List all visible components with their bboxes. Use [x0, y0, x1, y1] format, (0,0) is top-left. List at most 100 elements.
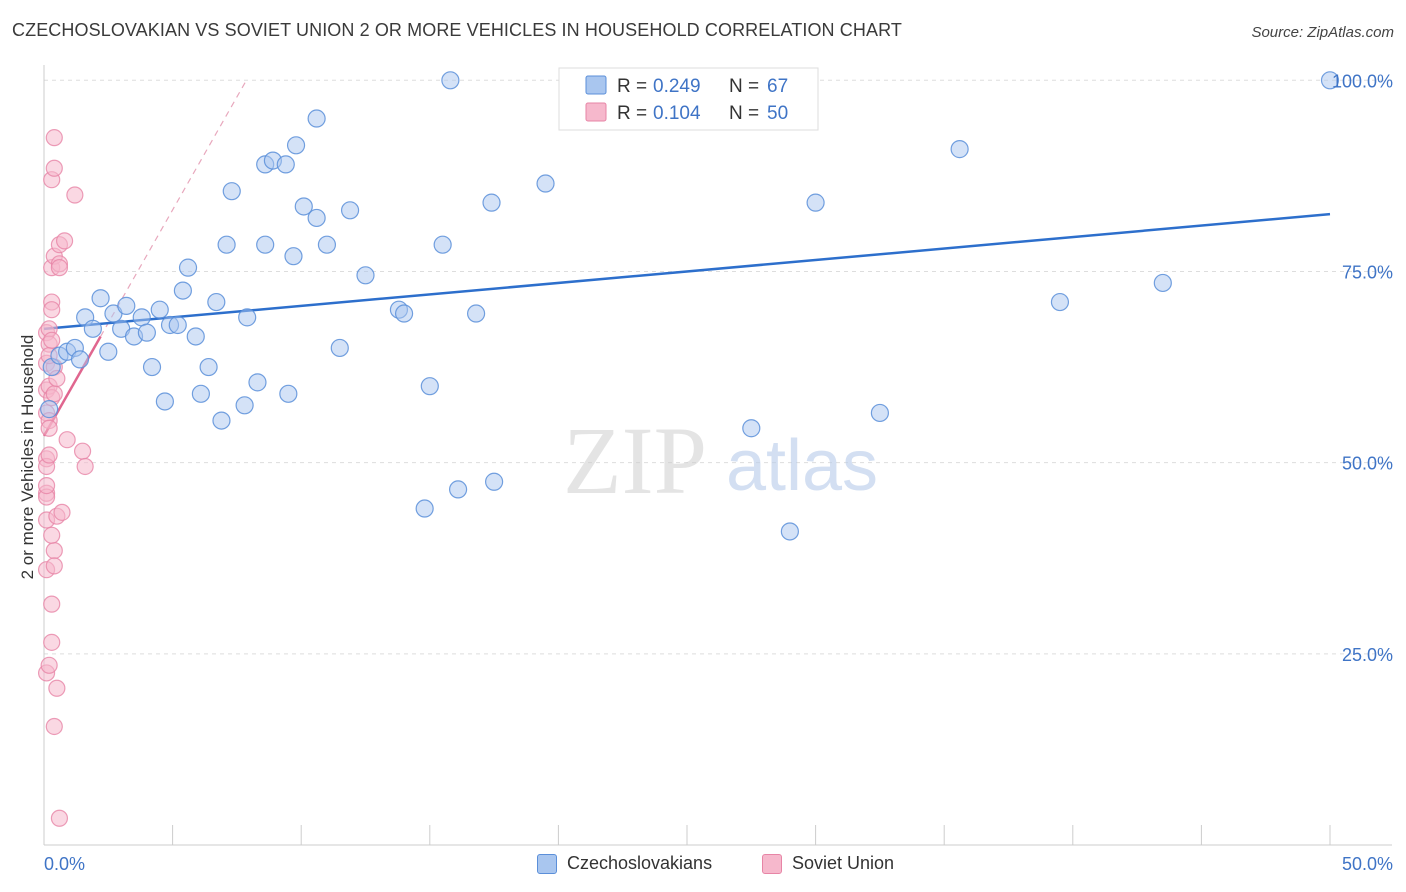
data-point-czechoslovakians	[70, 350, 90, 369]
data-point-czechoslovakians	[142, 357, 162, 377]
y-tick-label: 50.0%	[1342, 454, 1393, 474]
data-point-soviet-union	[45, 129, 63, 147]
data-point-czechoslovakians	[870, 403, 890, 423]
data-point-czechoslovakians	[806, 193, 825, 212]
data-point-czechoslovakians	[117, 296, 136, 315]
data-point-soviet-union	[55, 232, 74, 250]
data-point-soviet-union	[40, 446, 58, 464]
data-point-czechoslovakians	[466, 304, 486, 323]
axes	[43, 65, 1392, 846]
trend-line-czechoslovakians	[43, 212, 1331, 331]
data-point-soviet-union	[50, 259, 69, 277]
data-point-soviet-union	[58, 431, 76, 449]
axis-labels: 2 or more Vehicles in Household 25.0% 50.…	[18, 71, 1393, 874]
trend-line-soviet-union-extension	[100, 79, 247, 337]
data-point-soviet-union	[37, 476, 56, 495]
watermark-atlas: atlas	[726, 426, 878, 506]
data-point-czechoslovakians	[340, 201, 360, 220]
data-point-czechoslovakians	[307, 208, 326, 228]
data-point-soviet-union	[45, 385, 63, 403]
data-point-czechoslovakians	[356, 266, 375, 285]
data-point-czechoslovakians	[1153, 273, 1172, 293]
data-point-czechoslovakians	[330, 338, 349, 358]
stats-r-label-blue: R =	[617, 76, 647, 97]
data-point-czechoslovakians	[222, 182, 241, 201]
stats-r-value-pink: 0.104	[653, 103, 701, 124]
data-point-czechoslovakians	[317, 235, 337, 254]
y-axis-title: 2 or more Vehicles in Household	[18, 335, 37, 580]
y-tick-label: 100.0%	[1332, 71, 1393, 91]
data-point-czechoslovakians	[441, 71, 460, 90]
data-point-czechoslovakians	[191, 384, 210, 403]
stats-n-value-pink: 50	[767, 103, 788, 124]
stats-swatch-pink	[585, 102, 607, 122]
data-point-soviet-union	[50, 809, 69, 827]
stats-r-label-pink: R =	[617, 103, 647, 124]
data-point-soviet-union	[53, 503, 71, 521]
data-point-soviet-union	[43, 526, 61, 544]
legend-label-czechoslovakians: Czechoslovakians	[567, 853, 713, 873]
data-point-czechoslovakians	[83, 319, 102, 338]
data-point-czechoslovakians	[284, 247, 303, 266]
legend-swatch-blue	[537, 853, 557, 874]
data-point-soviet-union	[76, 457, 94, 476]
legend-item-czechoslovakians[interactable]: Czechoslovakians	[537, 853, 712, 874]
data-point-czechoslovakians	[482, 193, 501, 212]
legend-swatch-pink	[762, 853, 782, 874]
data-point-czechoslovakians	[742, 419, 761, 438]
data-point-soviet-union	[45, 159, 63, 177]
data-point-soviet-union	[43, 331, 61, 349]
data-point-czechoslovakians	[238, 308, 257, 327]
data-point-czechoslovakians	[256, 235, 275, 254]
data-point-czechoslovakians	[415, 499, 434, 518]
data-points	[37, 71, 1340, 827]
data-point-soviet-union	[48, 679, 66, 697]
data-point-czechoslovakians	[780, 522, 799, 541]
data-point-czechoslovakians	[178, 258, 198, 277]
stats-n-label-pink: N =	[729, 103, 759, 124]
data-point-czechoslovakians	[99, 342, 118, 361]
source-label: Source: ZipAtlas.com	[1251, 24, 1394, 41]
data-point-czechoslovakians	[217, 235, 236, 254]
data-point-czechoslovakians	[279, 384, 298, 403]
data-point-czechoslovakians	[207, 292, 226, 312]
data-point-soviet-union	[43, 633, 61, 651]
stats-swatch-blue	[585, 75, 607, 95]
data-point-soviet-union	[43, 301, 61, 319]
data-point-czechoslovakians	[276, 155, 295, 174]
data-point-soviet-union	[66, 186, 84, 204]
data-point-czechoslovakians	[212, 411, 231, 430]
stats-box: R = 0.249 N = 67 R = 0.104 N = 50	[558, 67, 819, 131]
data-point-czechoslovakians	[199, 357, 218, 377]
data-point-czechoslovakians	[235, 396, 254, 415]
data-point-czechoslovakians	[137, 323, 156, 342]
data-point-czechoslovakians	[150, 300, 169, 319]
legend-label-soviet-union: Soviet Union	[792, 853, 895, 873]
data-point-czechoslovakians	[485, 472, 504, 491]
data-point-czechoslovakians	[155, 392, 174, 411]
data-point-soviet-union	[40, 656, 58, 674]
legend-item-soviet-union[interactable]: Soviet Union	[762, 853, 894, 874]
data-point-soviet-union	[45, 717, 63, 736]
data-point-czechoslovakians	[950, 140, 969, 159]
data-point-soviet-union	[43, 595, 61, 613]
chart-title: CZECHOSLOVAKIAN VS SOVIET UNION 2 OR MOR…	[12, 20, 902, 40]
stats-r-value-blue: 0.249	[653, 76, 701, 97]
x-tick-label: 0.0%	[44, 854, 85, 874]
x-tick-label: 50.0%	[1342, 854, 1393, 874]
data-point-soviet-union	[73, 442, 92, 460]
y-tick-label: 25.0%	[1342, 645, 1393, 665]
data-point-czechoslovakians	[248, 373, 267, 392]
data-point-czechoslovakians	[1320, 71, 1340, 90]
data-point-czechoslovakians	[420, 377, 439, 396]
data-point-czechoslovakians	[132, 308, 151, 327]
data-point-czechoslovakians	[40, 400, 59, 419]
stats-n-label-blue: N =	[729, 76, 759, 97]
data-point-czechoslovakians	[536, 174, 555, 193]
watermark-zip: ZIP	[563, 407, 707, 514]
data-point-czechoslovakians	[91, 289, 110, 308]
data-point-czechoslovakians	[168, 315, 187, 335]
data-point-czechoslovakians	[186, 327, 205, 346]
data-point-czechoslovakians	[294, 197, 313, 216]
